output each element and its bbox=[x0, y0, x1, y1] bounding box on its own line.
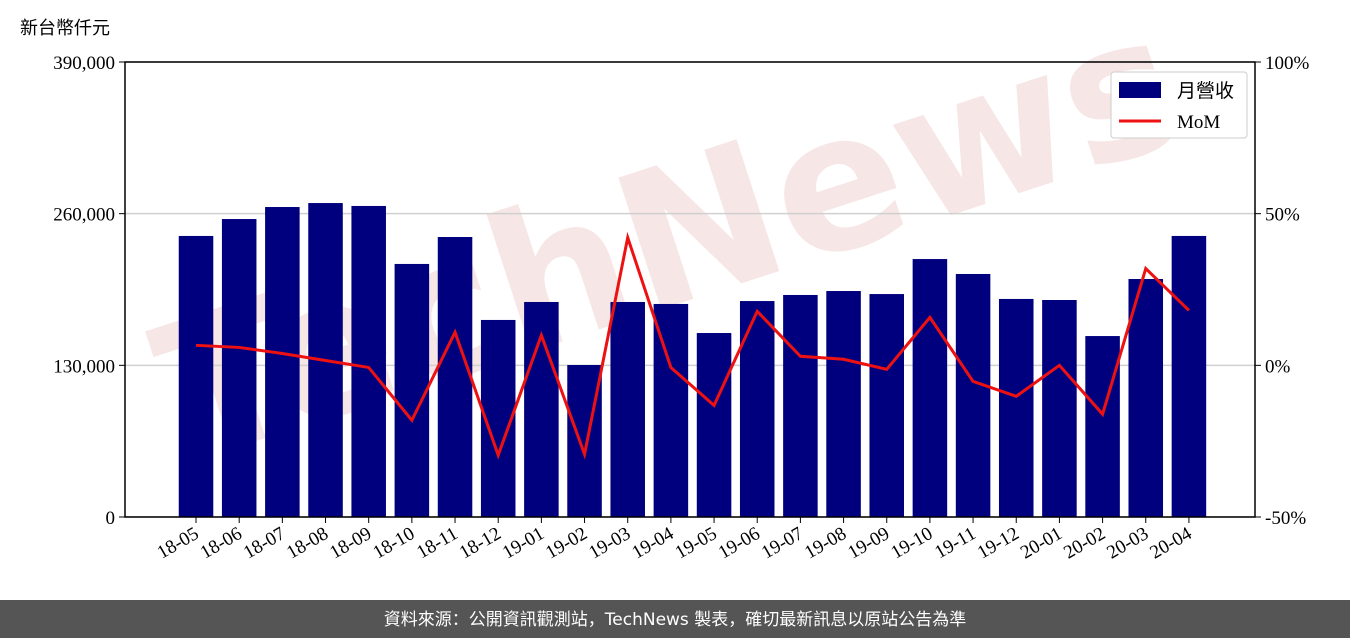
y2-tick-label: 0% bbox=[1265, 356, 1291, 377]
bar bbox=[998, 298, 1034, 517]
source-note: 資料來源：公開資訊觀測站，TechNews 製表，確切最新訊息以原站公告為準 bbox=[384, 610, 966, 630]
bar bbox=[826, 291, 861, 517]
x-tick-label: 19-10 bbox=[888, 523, 937, 563]
y-axis-label: 新台幣仟元 bbox=[20, 18, 110, 39]
x-tick-label: 18-12 bbox=[456, 523, 505, 563]
x-tick-label: 18-07 bbox=[240, 523, 289, 563]
bar bbox=[1171, 235, 1207, 517]
x-tick-label: 18-09 bbox=[326, 523, 375, 563]
y2-tick-label: -50% bbox=[1265, 508, 1306, 529]
x-tick-label: 19-05 bbox=[672, 523, 721, 563]
bar bbox=[437, 237, 473, 517]
footer-bar bbox=[0, 600, 1350, 638]
x-tick-label: 20-02 bbox=[1060, 523, 1109, 563]
y2-tick-label: 50% bbox=[1265, 205, 1300, 226]
bar bbox=[1042, 300, 1077, 517]
legend-label: MoM bbox=[1177, 112, 1220, 133]
legend-swatch bbox=[1119, 82, 1161, 98]
y-tick-label: 0 bbox=[106, 508, 116, 529]
bar bbox=[394, 263, 430, 517]
bar bbox=[265, 207, 300, 517]
bar bbox=[178, 235, 214, 517]
bar bbox=[653, 303, 689, 517]
bar bbox=[783, 294, 818, 517]
x-tick-label: 18-10 bbox=[369, 523, 418, 563]
plot-frame bbox=[124, 61, 1256, 518]
x-tick-label: 20-01 bbox=[1017, 523, 1066, 563]
x-tick-label: 19-07 bbox=[758, 523, 807, 563]
bar bbox=[1085, 336, 1120, 517]
x-tick-label: 19-12 bbox=[974, 523, 1023, 563]
x-tick-label: 19-06 bbox=[715, 523, 764, 563]
bar bbox=[610, 301, 645, 517]
x-tick-label: 18-08 bbox=[283, 523, 332, 563]
bar bbox=[1128, 279, 1164, 517]
y-tick-label: 130,000 bbox=[53, 356, 115, 377]
x-tick-label: 19-11 bbox=[931, 523, 979, 563]
x-tick-label: 18-05 bbox=[154, 523, 203, 563]
y2-tick-label: 100% bbox=[1265, 53, 1310, 74]
x-tick-label: 20-03 bbox=[1103, 523, 1152, 563]
y-tick-label: 390,000 bbox=[53, 53, 115, 74]
x-tick-label: 19-04 bbox=[628, 523, 677, 564]
legend-label: 月營收 bbox=[1177, 80, 1234, 102]
x-tick-label: 19-02 bbox=[542, 523, 591, 563]
x-tick-label: 19-03 bbox=[585, 523, 634, 563]
bar bbox=[696, 333, 732, 517]
x-tick-label: 19-09 bbox=[844, 523, 893, 563]
y-tick-label: 260,000 bbox=[53, 205, 115, 226]
x-tick-label: 18-06 bbox=[197, 523, 246, 563]
line bbox=[195, 231, 1190, 460]
x-tick-label: 19-08 bbox=[801, 523, 850, 563]
x-tick-label: 18-11 bbox=[413, 523, 461, 563]
x-tick-label: 20-04 bbox=[1147, 523, 1196, 564]
x-tick-label: 19-01 bbox=[499, 523, 548, 563]
bar bbox=[912, 259, 948, 517]
bar bbox=[869, 294, 905, 517]
bar bbox=[351, 205, 386, 517]
bar bbox=[955, 273, 991, 517]
bar bbox=[739, 301, 775, 517]
bar bbox=[221, 219, 257, 518]
